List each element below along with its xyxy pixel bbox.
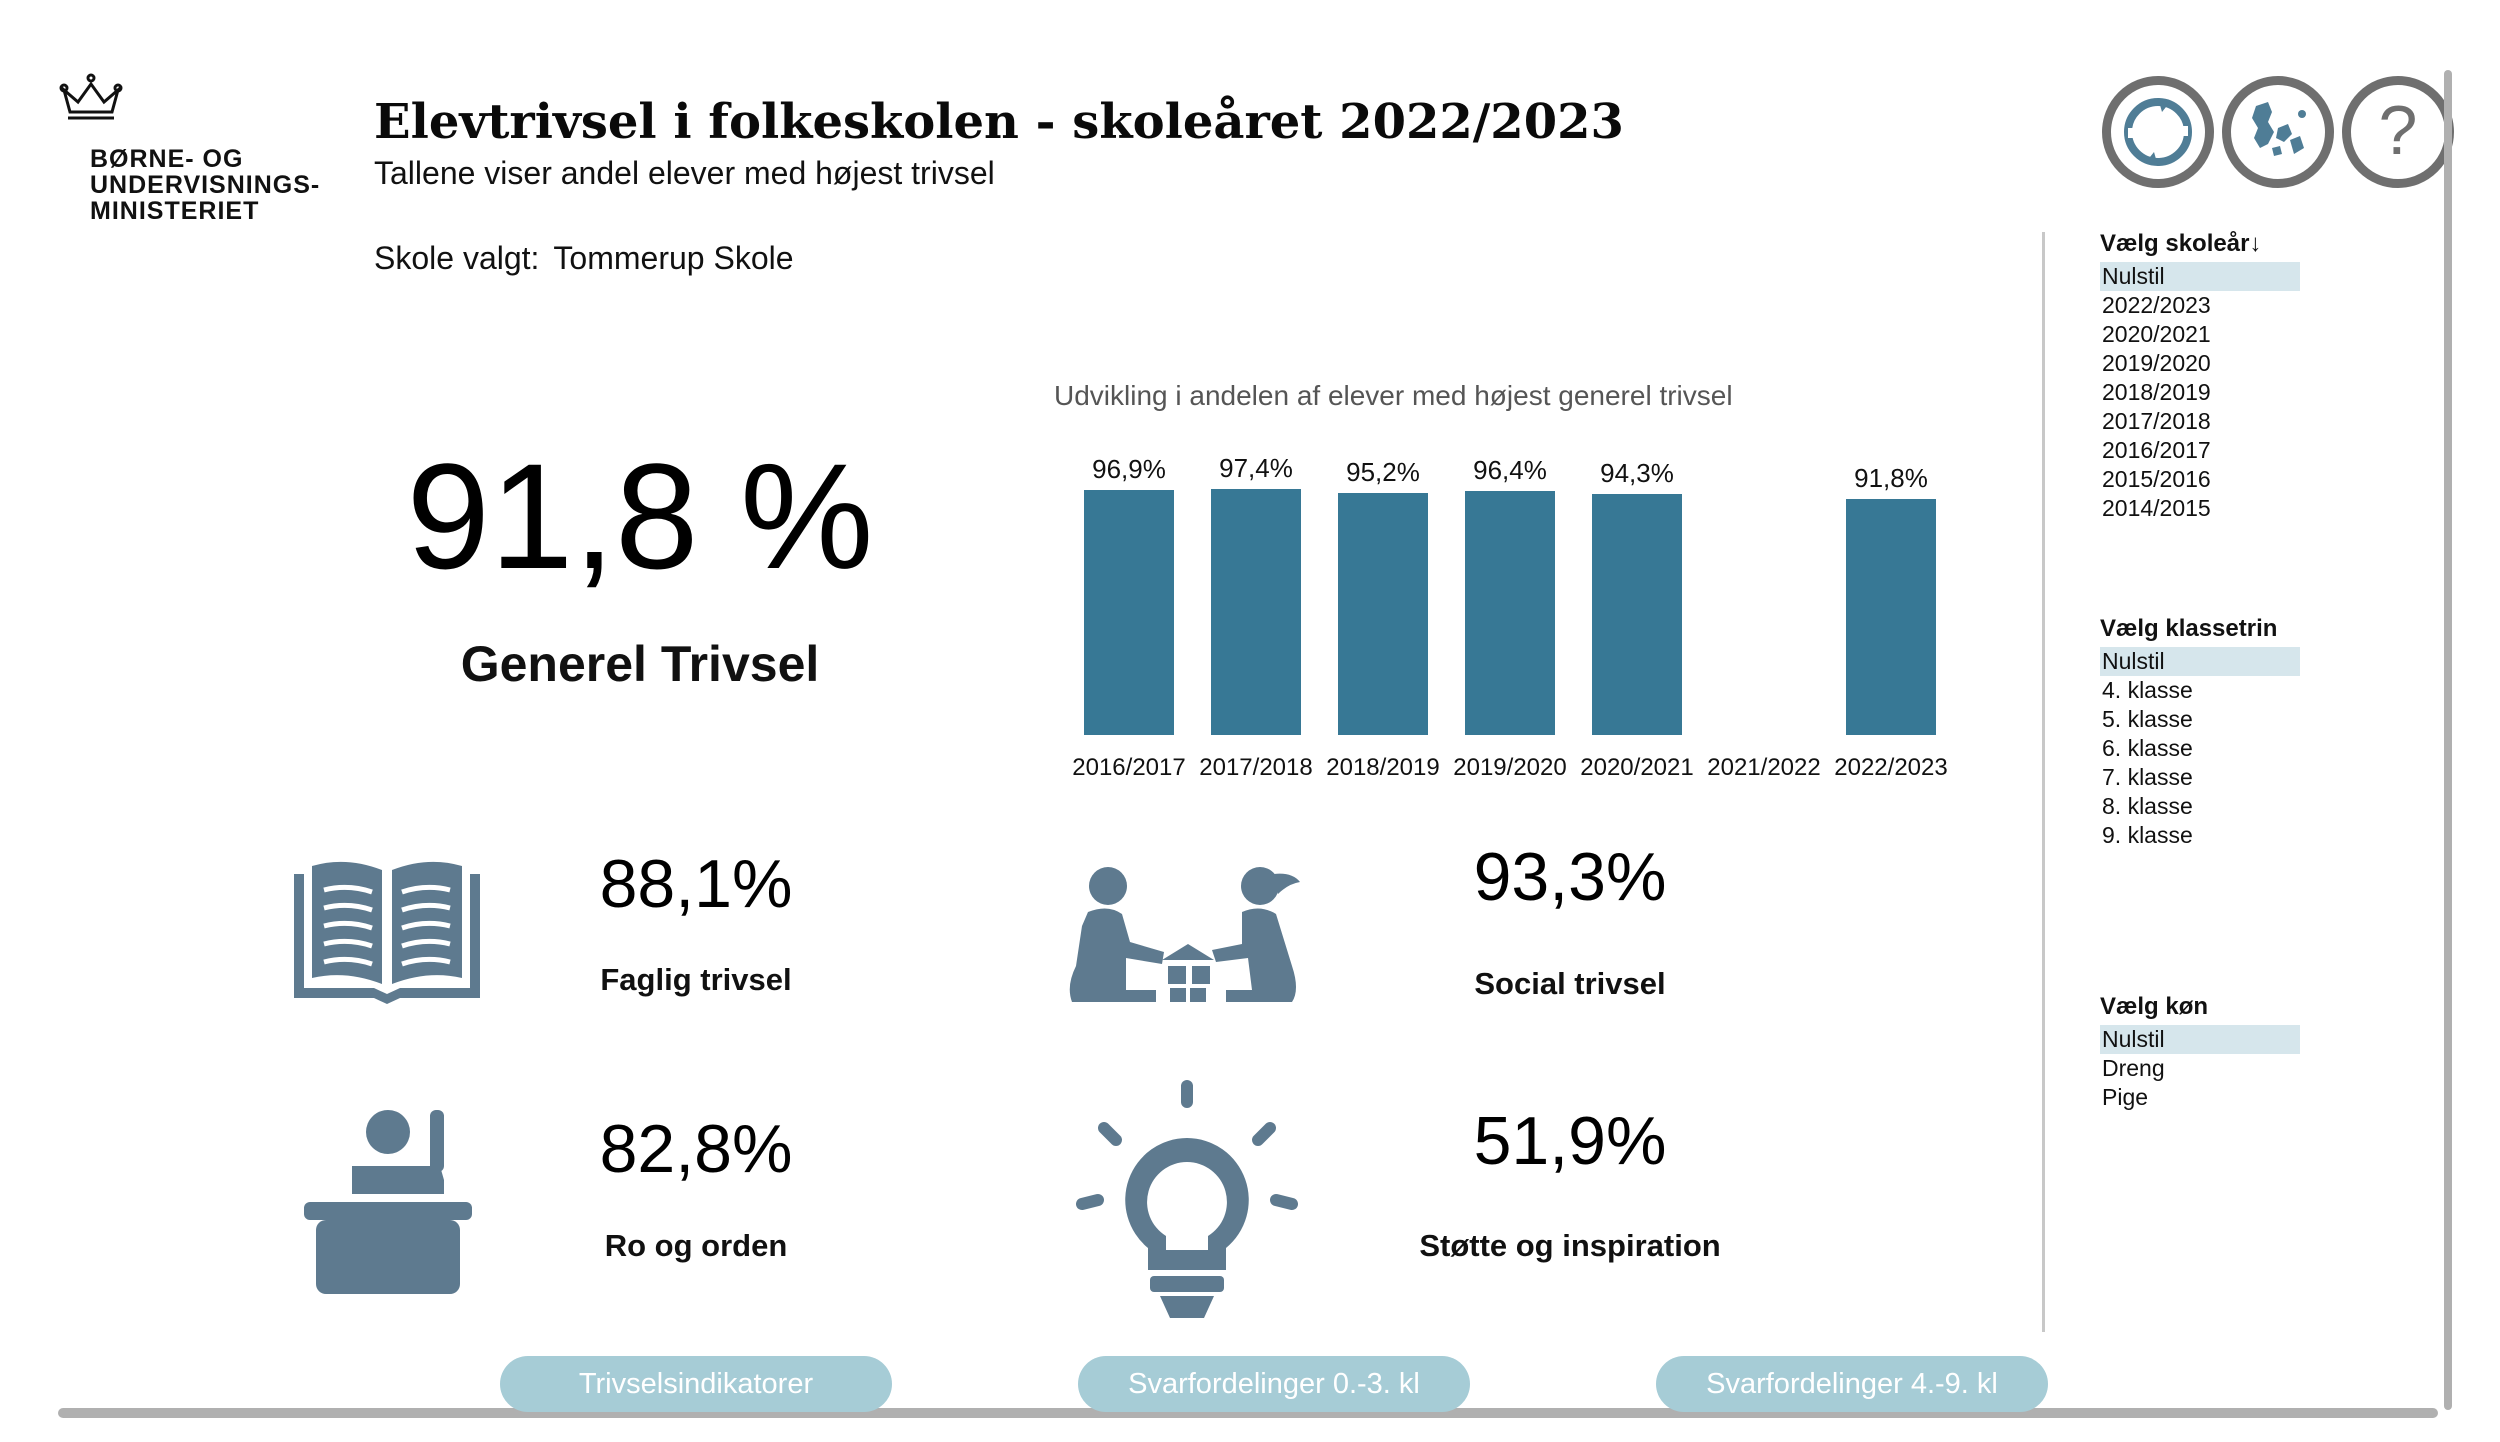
- gender-item[interactable]: Pige: [2102, 1084, 2149, 1110]
- bar-data-label: 96,9%: [1092, 454, 1166, 484]
- bar-2020-2021[interactable]: [1592, 494, 1682, 735]
- year-item[interactable]: 2017/2018: [2102, 408, 2211, 434]
- grade-item[interactable]: 4. klasse: [2102, 677, 2193, 703]
- bar-2017-2018[interactable]: [1211, 489, 1301, 735]
- bar-2019-2020[interactable]: [1465, 491, 1555, 735]
- panel-divider: [2042, 232, 2045, 1332]
- bar-data-label: 96,4%: [1473, 455, 1547, 485]
- denmark-map-icon: [2252, 102, 2306, 156]
- general-wellbeing-value: 91,8 %: [406, 432, 874, 600]
- x-tick-label: 2022/2023: [1834, 754, 1947, 781]
- bar-2016-2017[interactable]: [1084, 490, 1174, 735]
- ministry-name: BØRNE- OG UNDERVISNINGS- MINISTERIET: [90, 145, 321, 225]
- nav-responses-0-3-button[interactable]: Svarfordelinger 0.-3. kl: [1078, 1356, 1470, 1412]
- social-wellbeing-label: Social trivsel: [1474, 966, 1666, 1001]
- bar-data-label: 97,4%: [1219, 453, 1293, 483]
- gender-item[interactable]: Dreng: [2102, 1055, 2165, 1081]
- bar-2022-2023[interactable]: [1846, 499, 1936, 735]
- school-label: Skole valgt:: [374, 240, 540, 276]
- year-item[interactable]: 2014/2015: [2102, 495, 2211, 521]
- x-tick-label: 2017/2018: [1199, 754, 1312, 781]
- help-icon: ?: [2379, 92, 2418, 169]
- year-slicer-title: Vælg skoleår↓: [2100, 230, 2262, 257]
- bar-data-label: 91,8%: [1854, 463, 1928, 493]
- nav-wellbeing-indicators-button[interactable]: Trivselsindikatorer: [500, 1356, 892, 1412]
- help-button[interactable]: ?: [2342, 76, 2454, 188]
- horizontal-scrollbar[interactable]: [58, 1408, 2438, 1418]
- book-icon: [294, 861, 480, 1004]
- gender-slicer: Vælg køn Nulstil Dreng Pige: [2100, 993, 2300, 1112]
- grade-item[interactable]: 6. klasse: [2102, 735, 2193, 761]
- lightbulb-icon: [1076, 1080, 1298, 1318]
- x-tick-label: 2019/2020: [1453, 754, 1566, 781]
- svg-text:?: ?: [2379, 92, 2418, 169]
- support-value: 51,9%: [1473, 1103, 1667, 1179]
- x-tick-label: 2021/2022: [1707, 754, 1820, 781]
- bar-2018-2019[interactable]: [1338, 493, 1428, 735]
- reset-button[interactable]: [2102, 76, 2214, 188]
- refresh-icon: [2124, 98, 2192, 166]
- grade-item[interactable]: 7. klasse: [2102, 764, 2193, 790]
- support-label: Støtte og inspiration: [1419, 1228, 1721, 1263]
- general-wellbeing-label: Generel Trivsel: [460, 636, 820, 692]
- crown-icon: [59, 73, 123, 120]
- order-label: Ro og orden: [604, 1228, 788, 1263]
- selected-school: Skole valgt: Tommerup Skole: [374, 240, 794, 277]
- grade-item[interactable]: 9. klasse: [2102, 822, 2193, 848]
- year-item[interactable]: 2015/2016: [2102, 466, 2211, 492]
- academic-wellbeing-value: 88,1%: [599, 846, 793, 922]
- trend-bar-chart: 96,9% 2016/2017 97,4% 2017/2018 95,2% 2018/20…: [1072, 453, 1947, 781]
- year-item[interactable]: 2022/2023: [2102, 292, 2211, 318]
- school-value: Tommerup Skole: [553, 240, 794, 276]
- academic-wellbeing-label: Faglig trivsel: [600, 962, 792, 997]
- nav-responses-4-9-button[interactable]: Svarfordelinger 4.-9. kl: [1656, 1356, 2048, 1412]
- x-tick-label: 2016/2017: [1072, 754, 1185, 781]
- x-tick-label: 2018/2019: [1326, 754, 1439, 781]
- bar-data-label: 95,2%: [1346, 457, 1420, 487]
- grade-slicer-title: Vælg klassetrin: [2100, 615, 2278, 642]
- chart-title: Udvikling i andelen af elever med højest…: [1054, 380, 1733, 411]
- page-title: Elevtrivsel i folkeskolen - skoleåret 20…: [374, 94, 1624, 150]
- year-item[interactable]: 2018/2019: [2102, 379, 2211, 405]
- x-tick-label: 2020/2021: [1580, 754, 1693, 781]
- page-subtitle: Tallene viser andel elever med højest tr…: [374, 155, 995, 191]
- year-item[interactable]: 2019/2020: [2102, 350, 2211, 376]
- social-wellbeing-value: 93,3%: [1473, 839, 1667, 915]
- ministry-logo: [56, 72, 336, 232]
- map-button[interactable]: [2222, 76, 2334, 188]
- grade-slicer: Vælg klassetrin Nulstil 4. klasse 5. kla…: [2100, 615, 2300, 850]
- vertical-scrollbar[interactable]: [2444, 70, 2452, 1410]
- year-item[interactable]: 2016/2017: [2102, 437, 2211, 463]
- gender-item-reset[interactable]: Nulstil: [2100, 1025, 2300, 1054]
- student-raising-hand-icon: [304, 1110, 472, 1294]
- year-item[interactable]: 2020/2021: [2102, 321, 2211, 347]
- children-playing-icon: [1069, 867, 1300, 1002]
- year-slicer: Vælg skoleår↓ Nulstil 2022/2023 2020/202…: [2100, 230, 2300, 523]
- grade-item-reset[interactable]: Nulstil: [2100, 647, 2300, 676]
- grade-item[interactable]: 5. klasse: [2102, 706, 2193, 732]
- bar-data-label: 94,3%: [1600, 458, 1674, 488]
- gender-slicer-title: Vælg køn: [2100, 993, 2209, 1020]
- order-value: 82,8%: [599, 1111, 793, 1187]
- year-item-reset[interactable]: Nulstil: [2100, 262, 2300, 291]
- grade-item[interactable]: 8. klasse: [2102, 793, 2193, 819]
